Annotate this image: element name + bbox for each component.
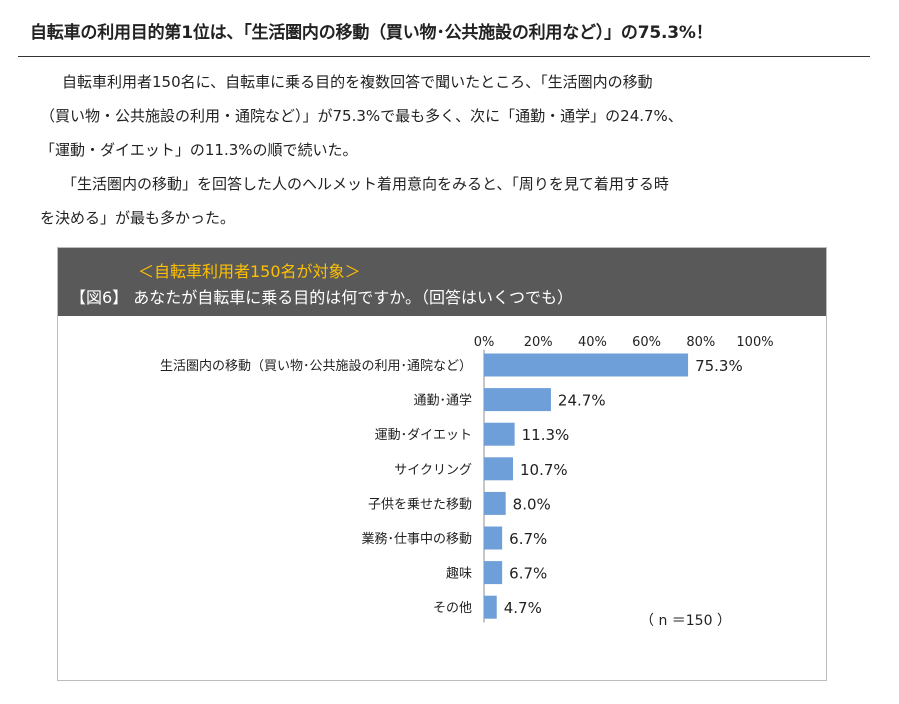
chart-panel: ＜自転車利用者150名が対象＞ 【図6】 あなたが自転車に乗る目的は何ですか。（… xyxy=(57,247,827,681)
x-tick-label: 80% xyxy=(686,335,715,350)
bar xyxy=(484,595,497,619)
paragraph-line-3: 「運動・ダイエット」の11.3%の順で続いた。 xyxy=(40,141,358,159)
chart-title: 【図6】 あなたが自転車に乗る目的は何ですか。（回答はいくつでも） xyxy=(70,288,573,307)
chart-subtitle: ＜自転車利用者150名が対象＞ xyxy=(138,262,361,281)
data-label: 6.7% xyxy=(509,530,547,548)
category-label: 趣味 xyxy=(446,567,472,582)
data-label: 24.7% xyxy=(558,392,606,410)
paragraph-line-4: 「生活圏内の移動」を回答した人のヘルメット着用意向をみると、「周りを見て着用する… xyxy=(62,175,669,193)
category-label: 運動･ダイエット xyxy=(375,428,472,443)
paragraph-line-1: 自転車利用者150名に、自転車に乗る目的を複数回答で聞いたところ、「生活圏内の移… xyxy=(62,73,653,91)
headline-divider xyxy=(18,56,870,57)
data-label: 4.7% xyxy=(504,599,542,617)
category-label: 業務･仕事中の移動 xyxy=(361,531,472,547)
data-label: 8.0% xyxy=(513,495,551,513)
bar-chart-svg: 0% 20% 40% 60% 80% 100% 生活圏内の移動（買い物･公共施設の利用･通院… xyxy=(160,335,774,623)
category-label: サイクリング xyxy=(394,463,472,478)
x-tick-label: 60% xyxy=(632,335,661,350)
x-tick-label: 40% xyxy=(578,335,607,350)
category-label: その他 xyxy=(433,601,472,616)
data-label: 6.7% xyxy=(509,565,547,583)
category-label: 通勤･通学 xyxy=(413,393,472,409)
data-label: 10.7% xyxy=(520,461,568,479)
chart-panel-header: ＜自転車利用者150名が対象＞ 【図6】 あなたが自転車に乗る目的は何ですか。（… xyxy=(58,248,826,316)
bar xyxy=(484,422,515,446)
headline: 自転車の利用目的第1位は、「生活圏内の移動（買い物･公共施設の利用など）」の75… xyxy=(30,23,713,43)
sample-size-label: （ n ＝150 ） xyxy=(640,613,731,629)
bar xyxy=(484,388,551,412)
bar xyxy=(484,561,503,585)
category-label: 子供を乗せた移動 xyxy=(368,497,472,512)
x-tick-label: 20% xyxy=(524,335,553,350)
bar xyxy=(484,491,506,515)
data-label: 11.3% xyxy=(522,426,570,444)
x-tick-label: 100% xyxy=(736,335,773,350)
x-tick-label: 0% xyxy=(474,335,495,350)
paragraph-line-5: を決める」が最も多かった。 xyxy=(40,209,236,227)
bar-chart: 0% 20% 40% 60% 80% 100% 生活圏内の移動（買い物･公共施設の利用･通院… xyxy=(58,316,826,680)
data-label: 75.3% xyxy=(695,357,743,375)
paragraph-line-2: （買い物・公共施設の利用・通院など）」が75.3%で最も多く、次に「通勤・通学」… xyxy=(40,107,683,125)
bar xyxy=(484,457,513,481)
category-label: 生活圏内の移動（買い物･公共施設の利用･通院など） xyxy=(160,358,472,374)
bar xyxy=(484,353,689,377)
bar xyxy=(484,526,503,550)
